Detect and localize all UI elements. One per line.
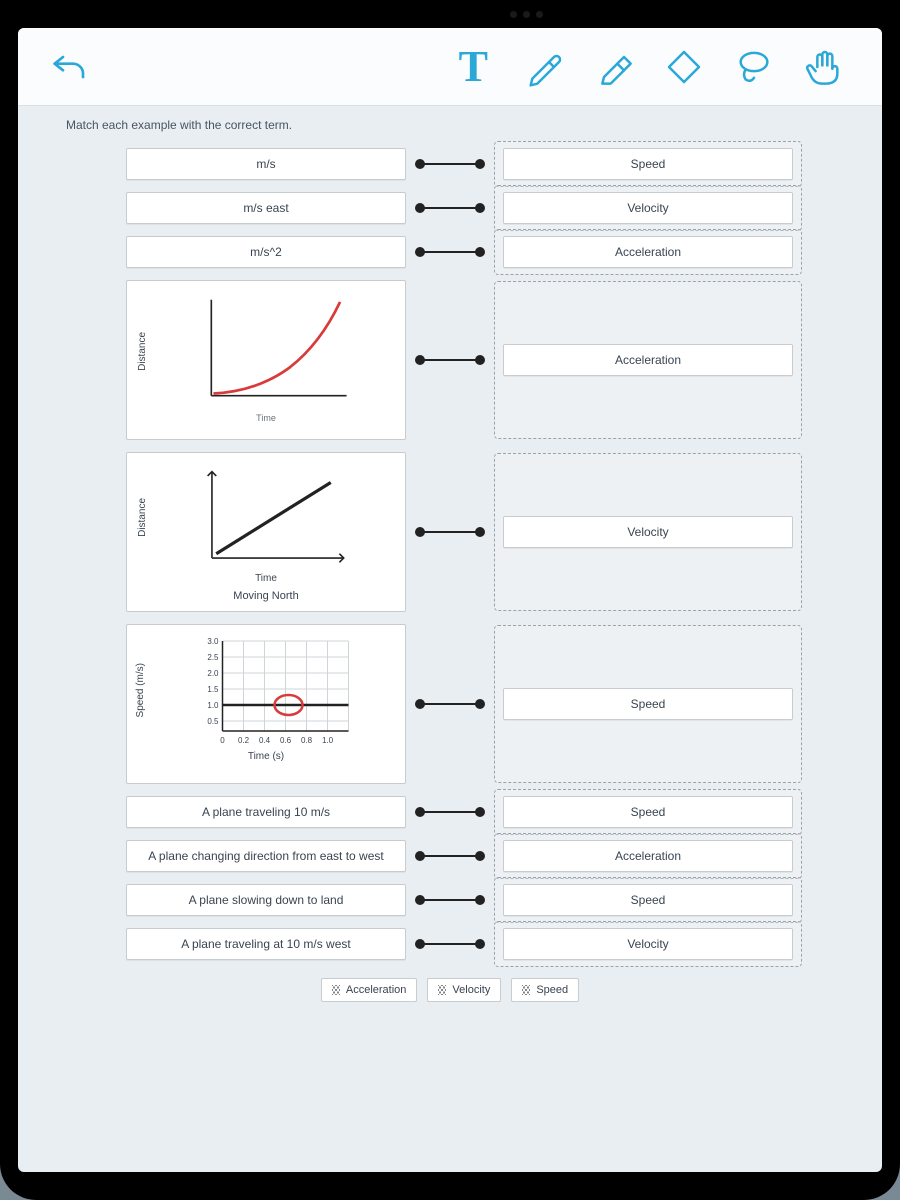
graph3-ylabel: Speed (m/s) [135,663,146,717]
graph1-ylabel: Distance [137,332,148,371]
left-item-6[interactable]: Speed (m/s) [66,618,420,790]
bank-label: Speed [536,984,568,996]
pen-tool-button[interactable] [522,45,566,89]
svg-text:1.5: 1.5 [207,685,219,694]
svg-text:2.5: 2.5 [207,653,219,662]
matching-grid: m/s Speed m/s east Velocity m/s^2 [66,142,834,966]
svg-text:0: 0 [220,736,225,745]
left-item-1[interactable]: m/s [66,142,420,186]
camera-dots [510,11,543,18]
toolbar: T [18,28,882,106]
right-slot-8[interactable]: Acceleration [480,834,834,878]
left-label: A plane traveling 10 m/s [202,805,330,819]
left-item-10[interactable]: A plane traveling at 10 m/s west [66,922,420,966]
right-label: Velocity [627,525,668,539]
right-slot-2[interactable]: Velocity [480,186,834,230]
right-label: Speed [631,697,666,711]
left-label: A plane traveling at 10 m/s west [181,937,350,951]
connector-6 [420,618,480,790]
connector-1 [420,142,480,186]
connector-5 [420,446,480,618]
graph3-xlabel: Time (s) [248,751,284,762]
svg-text:1.0: 1.0 [322,736,334,745]
svg-text:0.5: 0.5 [207,717,219,726]
right-label: Speed [631,157,666,171]
graph1-xlabel: Time [256,413,276,423]
right-slot-6[interactable]: Speed [480,618,834,790]
connector-10 [420,922,480,966]
bank-label: Acceleration [346,984,407,996]
left-label: A plane slowing down to land [189,893,344,907]
connector-3 [420,230,480,274]
left-label: m/s [256,157,275,171]
left-item-9[interactable]: A plane slowing down to land [66,878,420,922]
right-label: Velocity [627,201,668,215]
left-item-4[interactable]: Distance Time [66,274,420,446]
graph2-xlabel: Time [255,573,277,584]
right-label: Acceleration [615,245,681,259]
connector-9 [420,878,480,922]
connector-4 [420,274,480,446]
left-label: m/s^2 [250,245,282,259]
left-item-3[interactable]: m/s^2 [66,230,420,274]
connector-8 [420,834,480,878]
right-slot-4[interactable]: Acceleration [480,274,834,446]
left-item-8[interactable]: A plane changing direction from east to … [66,834,420,878]
svg-text:0.6: 0.6 [280,736,292,745]
undo-button[interactable] [46,45,90,89]
svg-text:1.0: 1.0 [207,701,219,710]
right-slot-10[interactable]: Velocity [480,922,834,966]
lasso-tool-button[interactable] [732,45,776,89]
eraser-tool-button[interactable] [662,45,706,89]
right-label: Acceleration [615,353,681,367]
right-slot-7[interactable]: Speed [480,790,834,834]
graph3-svg: 3.0 2.5 2.0 1.5 1.0 0.5 0 [150,631,397,749]
svg-text:3.0: 3.0 [207,637,219,646]
right-label: Speed [631,893,666,907]
right-slot-9[interactable]: Speed [480,878,834,922]
svg-text:0.8: 0.8 [301,736,313,745]
answer-bank: Acceleration Velocity Speed [66,978,834,1010]
right-label: Velocity [627,937,668,951]
right-label: Acceleration [615,849,681,863]
graph2-svg [152,463,395,571]
highlighter-tool-button[interactable] [592,45,636,89]
graph2-ylabel: Distance [137,498,148,537]
app-screen: T [18,28,882,1172]
grip-icon [332,985,340,995]
left-label: A plane changing direction from east to … [148,849,383,863]
right-label: Speed [631,805,666,819]
right-slot-5[interactable]: Velocity [480,446,834,618]
connector-7 [420,790,480,834]
svg-text:0.2: 0.2 [238,736,250,745]
hand-tool-button[interactable] [802,45,846,89]
right-slot-3[interactable]: Acceleration [480,230,834,274]
tablet-bezel: T [0,0,900,1200]
connector-2 [420,186,480,230]
left-label: m/s east [243,201,288,215]
bank-item-velocity[interactable]: Velocity [427,978,501,1002]
svg-text:2.0: 2.0 [207,669,219,678]
graph1-svg [152,291,395,411]
left-item-5[interactable]: Distance Time Moving North [66,446,420,618]
bank-label: Velocity [452,984,490,996]
right-slot-1[interactable]: Speed [480,142,834,186]
left-item-7[interactable]: A plane traveling 10 m/s [66,790,420,834]
grip-icon [438,985,446,995]
left-item-2[interactable]: m/s east [66,186,420,230]
svg-text:0.4: 0.4 [259,736,271,745]
bank-item-speed[interactable]: Speed [511,978,579,1002]
text-tool-button[interactable]: T [451,45,496,89]
instruction-text: Match each example with the correct term… [66,118,834,132]
grip-icon [522,985,530,995]
graph2-caption: Moving North [233,590,298,602]
bank-item-acceleration[interactable]: Acceleration [321,978,418,1002]
worksheet-content: Match each example with the correct term… [18,106,882,1172]
